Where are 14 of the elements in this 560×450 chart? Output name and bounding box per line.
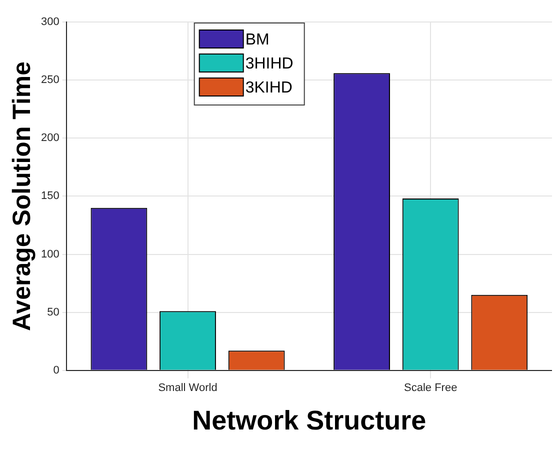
y-tick-label: 250 (40, 74, 60, 86)
y-tick-label: 150 (40, 190, 60, 202)
x-tick-label: Scale Free (404, 382, 458, 394)
y-tick-label: 0 (53, 364, 60, 376)
legend-label: 3KIHD (245, 79, 292, 96)
y-tick-label: 100 (40, 248, 60, 260)
y-axis-title: Average Solution Time (8, 61, 36, 331)
legend-label: BM (245, 31, 270, 48)
y-tick-label: 50 (47, 306, 60, 318)
y-tick-label: 200 (40, 132, 60, 144)
legend-label: 3HIHD (245, 55, 294, 72)
x-tick-label: Small World (158, 382, 218, 394)
y-tick-label: 300 (40, 16, 60, 28)
x-axis-title: Network Structure (192, 405, 426, 436)
